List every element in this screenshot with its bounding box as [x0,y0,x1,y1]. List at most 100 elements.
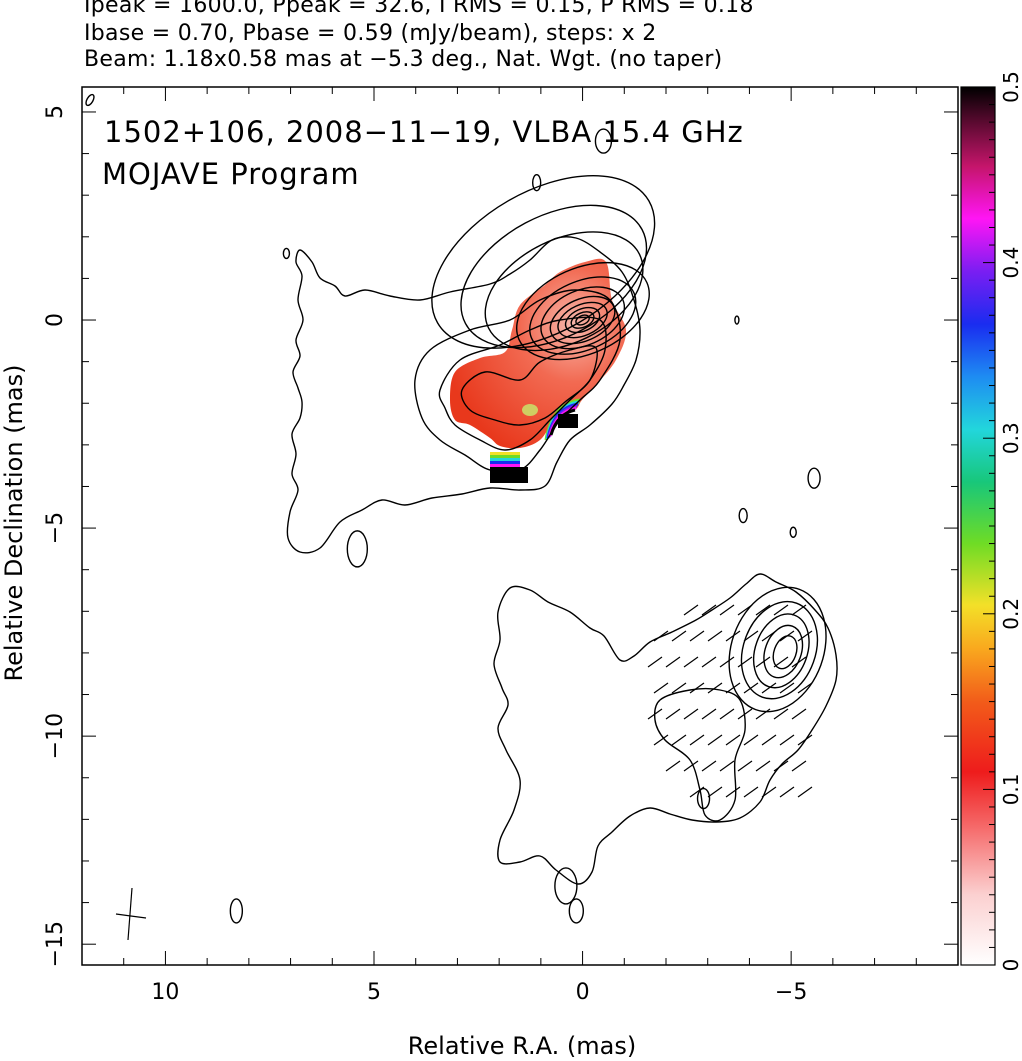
evpa-tick [647,656,663,668]
contour-core-4 [515,261,650,361]
evpa-tick [689,734,705,746]
polarization-edge-band [490,452,520,455]
contour-outer-north [286,236,641,554]
contour-knot-4 [763,624,804,679]
evpa-tick [773,760,789,772]
evpa-tick [719,656,735,668]
y-axis-label: Relative Declination (mas) [0,364,28,681]
evpa-tick [665,708,681,720]
evpa-tick [707,630,723,642]
polarization-edge-band [490,464,520,467]
program-annotation: MOJAVE Program [102,157,360,191]
evpa-tick [671,630,687,642]
contour-jet-3 [460,345,598,426]
evpa-tick [725,630,741,642]
evpa-tick [683,760,699,772]
contour-island-8 [734,315,740,325]
evpa-tick [737,760,753,772]
evpa-tick [689,786,705,798]
evpa-tick [737,604,753,616]
header-line-2: Ibase = 0.70, Pbase = 0.59 (mJy/beam), s… [84,21,657,46]
contour-island-6 [789,526,797,538]
x-tick-label: 0 [576,980,590,1005]
polarization-region [450,258,627,449]
evpa-tick [773,604,789,616]
evpa-tick [791,604,807,616]
plot-axes: 10 5 0 −5 5 0 −5 −10 −15 [43,86,959,1005]
evpa-tick [689,682,705,694]
colorbar-tick-label: 0.1 [999,773,1022,805]
contour-core-6 [540,286,626,350]
colorbar-tick-label: 0.2 [999,598,1022,630]
evpa-tick [779,786,795,798]
evpa-tick [761,682,777,694]
contour-island-11 [554,867,578,905]
beam-marker-minor [115,913,147,919]
y-tick-label: −15 [43,921,68,967]
evpa-tick [671,682,687,694]
polarization-edge-band [490,455,520,458]
evpa-tick [791,760,807,772]
evpa-tick [737,656,753,668]
contour-core-2 [460,204,648,349]
evpa-tick [701,760,717,772]
evpa-tick [743,786,759,798]
y-tick-label: −5 [43,512,68,544]
evpa-tick [755,708,771,720]
contour-core-1 [431,174,656,349]
evpa-tick [701,604,717,616]
x-tick-label: 5 [367,980,381,1005]
evpa-tick [761,786,777,798]
contour-core-10 [570,311,595,329]
contour-island-12 [696,787,711,810]
evpa-tick [707,734,723,746]
evpa-tick [653,630,669,642]
evpa-tick [719,604,735,616]
evpa-tick [761,734,777,746]
x-axis-label: Relative R.A. (mas) [408,1032,636,1060]
contour-knot-5 [772,635,798,670]
contour-core-8 [557,301,608,339]
evpa-tick [725,734,741,746]
header-line-1: Ipeak = 1600.0, Ppeak = 32.6, I RMS = 0.… [84,0,754,18]
contour-knot-3 [752,613,810,689]
contour-island-4 [346,530,369,568]
evpa-tick [797,682,813,694]
x-tick-label: −5 [775,980,807,1005]
evpa-tick [743,630,759,642]
y-tick-label: 5 [43,105,68,119]
evpa-tick [755,656,771,668]
evpa-tick [683,656,699,668]
evpa-tick [743,734,759,746]
polarization-edge-band [490,461,520,464]
colorbar-tick-label: 0.4 [999,247,1022,279]
evpa-tick [761,630,777,642]
evpa-tick [665,760,681,772]
beam-marker-major [127,887,133,941]
evpa-tick [725,786,741,798]
contour-island-9 [229,898,244,924]
contour-jet-1 [414,289,622,473]
contour-island-10 [568,898,585,924]
evpa-tick [683,604,699,616]
contour-knot-2 [740,600,819,700]
evpa-tick [755,760,771,772]
contour-island-1 [594,128,613,154]
polarization-edge-band [490,458,520,461]
colorbar-tick-label: 0.5 [999,71,1022,103]
contour-core-3 [484,231,644,352]
evpa-tick [701,708,717,720]
evpa-tick [773,656,789,668]
colorbar-tick-label: 0.3 [999,422,1022,454]
evpa-vectors [115,604,813,941]
evpa-tick [773,708,789,720]
evpa-tick [725,682,741,694]
evpa-tick [797,630,813,642]
evpa-tick [719,708,735,720]
evpa-tick [707,682,723,694]
evpa-tick [797,786,813,798]
evpa-tick [797,734,813,746]
contour-core-5 [529,276,637,355]
source-annotation: 1502+106, 2008−11−19, VLBA 15.4 GHz [104,115,744,149]
